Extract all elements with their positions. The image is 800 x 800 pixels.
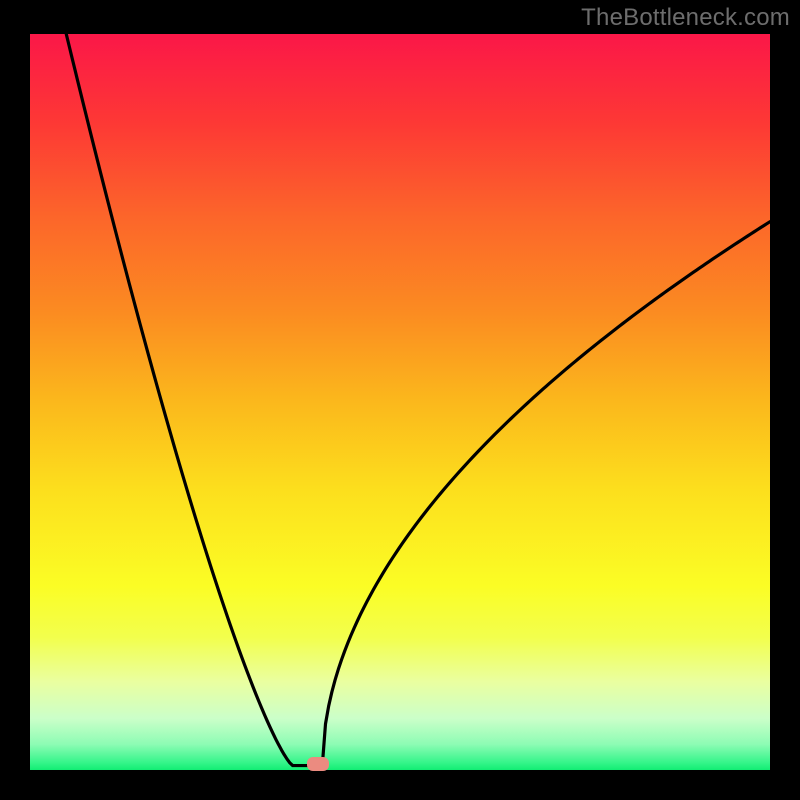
- chart-stage: TheBottleneck.com: [0, 0, 800, 800]
- v-curve: [66, 34, 770, 766]
- watermark-text: TheBottleneck.com: [581, 4, 790, 32]
- plot-area: [30, 34, 770, 770]
- min-marker: [307, 757, 329, 771]
- curve-layer: [30, 34, 770, 770]
